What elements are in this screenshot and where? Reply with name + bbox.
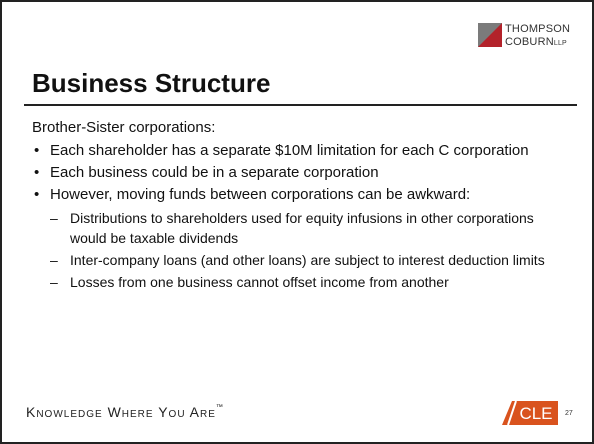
logo-name: COBURN bbox=[505, 36, 554, 48]
trademark: ™ bbox=[215, 404, 224, 411]
slide-body: Brother-Sister corporations: Each shareh… bbox=[32, 118, 572, 292]
sub-bullet: Losses from one business cannot offset i… bbox=[32, 272, 560, 292]
badge-text: CLE bbox=[519, 404, 552, 423]
intro: Brother-Sister corporations: bbox=[32, 119, 216, 136]
sub-bullet: Distributions to shareholders used for e… bbox=[32, 208, 560, 248]
logo-line1: THOMPSON bbox=[505, 23, 571, 35]
slide-title: Business Structure bbox=[32, 68, 271, 98]
tagline-text: Knowledge Where You Are bbox=[26, 404, 216, 420]
page-number: 27 bbox=[565, 410, 573, 417]
cle-badge: CLE bbox=[502, 401, 558, 425]
bullet: Each business could be in a separate cor… bbox=[32, 162, 570, 184]
logo-mark bbox=[478, 23, 502, 47]
bullet: Each shareholder has a separate $10M lim… bbox=[32, 140, 570, 162]
bullet: However, moving funds between corporatio… bbox=[32, 184, 570, 206]
sub-bullet: Inter-company loans (and other loans) ar… bbox=[32, 250, 560, 270]
logo-suffix: LLP bbox=[553, 40, 567, 47]
bullet-list: Each shareholder has a separate $10M lim… bbox=[32, 140, 572, 292]
tagline: Knowledge Where You Are™ bbox=[26, 404, 224, 420]
logo-line2: COBURNLLP bbox=[505, 36, 567, 48]
title-rule bbox=[24, 104, 577, 106]
